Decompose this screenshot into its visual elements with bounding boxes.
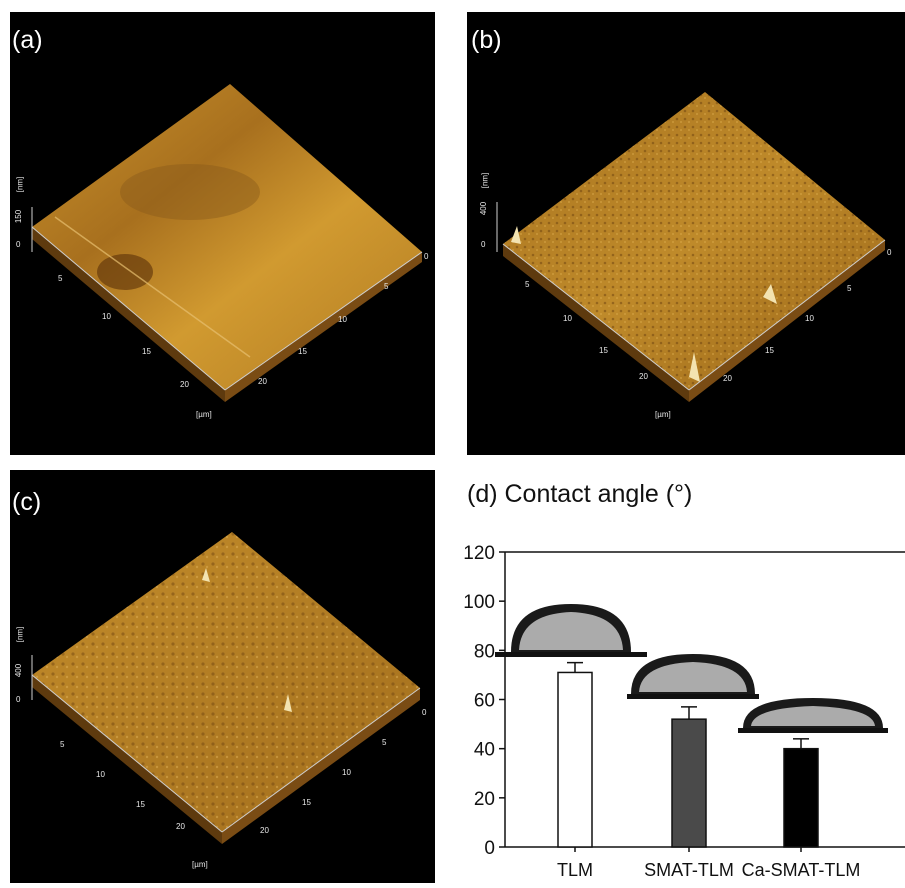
z-axis-min: 0 bbox=[16, 240, 21, 249]
right-tick: 0 bbox=[422, 708, 427, 717]
droplet-highlight bbox=[519, 612, 623, 650]
z-axis-unit: [nm] bbox=[480, 172, 490, 189]
afm-panel-b: (b) [nm] 400 0 5 10 15 20 0 5 10 15 20 [… bbox=[467, 12, 905, 455]
z-axis-max: 150 bbox=[14, 209, 24, 224]
left-tick: 10 bbox=[96, 770, 105, 779]
left-tick: 20 bbox=[176, 822, 185, 831]
droplet-highlight bbox=[751, 706, 875, 726]
left-tick: 5 bbox=[58, 274, 63, 283]
right-tick: 20 bbox=[723, 374, 732, 383]
right-tick: 5 bbox=[382, 738, 387, 747]
panel-label: (c) bbox=[12, 488, 42, 516]
right-tick: 20 bbox=[260, 826, 269, 835]
left-tick: 15 bbox=[142, 347, 151, 356]
afm-surface-b bbox=[496, 92, 886, 402]
panel-label: (b) bbox=[471, 26, 502, 54]
right-tick: 10 bbox=[338, 315, 347, 324]
right-tick: 15 bbox=[298, 347, 307, 356]
z-axis-min: 0 bbox=[16, 695, 21, 704]
afm-surface-top bbox=[32, 84, 422, 390]
left-tick: 20 bbox=[180, 380, 189, 389]
right-tick: 15 bbox=[302, 798, 311, 807]
right-tick: 15 bbox=[765, 346, 774, 355]
z-axis-max: 400 bbox=[479, 201, 489, 216]
droplet-substrate bbox=[627, 694, 759, 699]
bar bbox=[671, 718, 707, 848]
afm-panel-a: (a) [nm] 150 0 5 10 15 20 0 5 10 15 20 [… bbox=[10, 12, 435, 455]
xy-axis-unit: [µm] bbox=[192, 860, 208, 869]
y-tick-label: 60 bbox=[474, 691, 495, 712]
left-tick: 10 bbox=[102, 312, 111, 321]
x-tick-label: SMAT-TLM bbox=[644, 860, 734, 880]
x-tick-label: Ca-SMAT-TLM bbox=[742, 860, 861, 880]
droplet-substrate bbox=[495, 652, 647, 657]
right-tick: 10 bbox=[342, 768, 351, 777]
xy-axis-unit: [µm] bbox=[655, 410, 671, 419]
left-tick: 5 bbox=[60, 740, 65, 749]
right-tick: 10 bbox=[805, 314, 814, 323]
panel-label: (a) bbox=[12, 26, 43, 54]
y-tick-label: 0 bbox=[484, 838, 495, 859]
xy-axis-unit: [µm] bbox=[196, 410, 212, 419]
afm-surface-c bbox=[31, 532, 421, 844]
right-tick: 20 bbox=[258, 377, 267, 386]
left-tick: 20 bbox=[639, 372, 648, 381]
right-tick: 0 bbox=[887, 248, 892, 257]
y-tick-label: 40 bbox=[474, 740, 495, 761]
right-tick: 0 bbox=[424, 252, 429, 261]
z-axis-unit: [nm] bbox=[15, 626, 25, 643]
y-tick-label: 20 bbox=[474, 789, 495, 810]
z-axis-min: 0 bbox=[481, 240, 486, 249]
afm-panel-c: (c) [nm] 400 0 5 10 15 20 0 5 10 15 20 [… bbox=[10, 470, 435, 883]
contact-angle-chart-panel: (d) Contact angle (°) 0 20 40 60 80 100 120 TLM… bbox=[445, 470, 905, 883]
right-tick: 5 bbox=[847, 284, 852, 293]
chart-title: (d) Contact angle (°) bbox=[467, 480, 693, 508]
left-tick: 15 bbox=[599, 346, 608, 355]
y-tick-label: 80 bbox=[474, 641, 495, 662]
y-tick-label: 100 bbox=[463, 592, 495, 613]
x-tick-label: TLM bbox=[557, 860, 593, 880]
left-tick: 15 bbox=[136, 800, 145, 809]
bar bbox=[557, 671, 593, 848]
z-axis-unit: [nm] bbox=[15, 176, 25, 193]
contact-angle-chart: 0 20 40 60 80 100 120 TLM SMAT-TLM Ca-SMAT-TLM bbox=[463, 543, 905, 880]
droplet-substrate bbox=[738, 728, 888, 733]
y-tick-label: 120 bbox=[463, 543, 495, 564]
afm-surface-a bbox=[31, 84, 423, 402]
bar bbox=[783, 747, 819, 848]
left-tick: 10 bbox=[563, 314, 572, 323]
droplet-highlight bbox=[639, 662, 747, 692]
left-tick: 5 bbox=[525, 280, 530, 289]
z-axis-max: 400 bbox=[14, 663, 24, 678]
right-tick: 5 bbox=[384, 282, 389, 291]
